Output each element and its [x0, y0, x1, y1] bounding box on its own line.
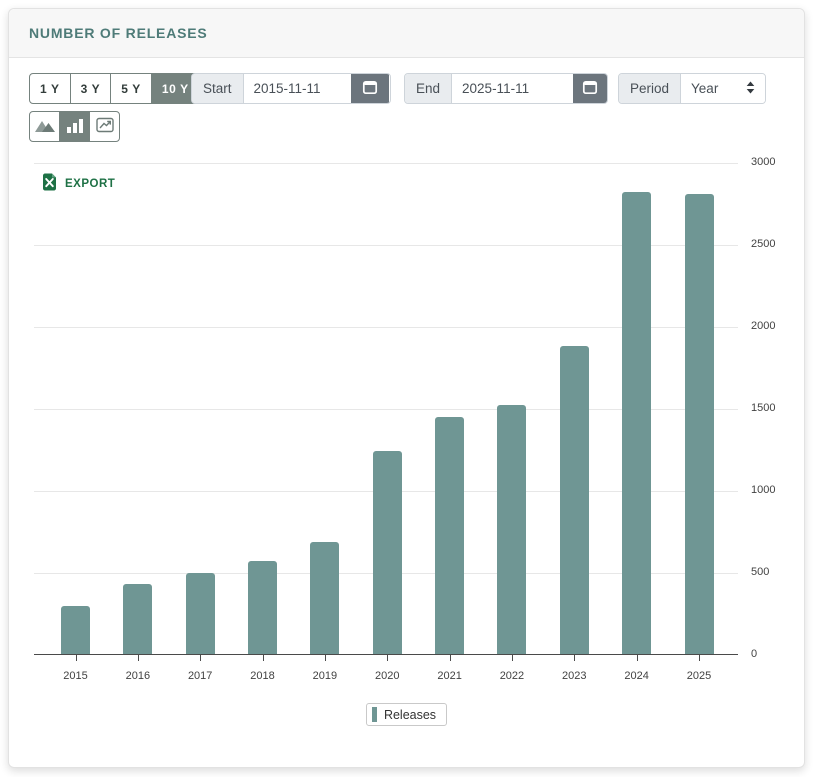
select-arrows-icon [746, 81, 755, 97]
y-tick-label: 2000 [751, 320, 776, 332]
panel-header: NUMBER OF RELEASES [9, 9, 804, 58]
bar-chart-button[interactable] [59, 111, 90, 142]
x-tick-label-2015: 2015 [63, 670, 88, 682]
x-tick [137, 655, 139, 661]
x-tick-label-2024: 2024 [624, 670, 649, 682]
line-chart-button[interactable] [89, 111, 120, 142]
x-tick-label-2016: 2016 [125, 670, 151, 682]
range-button-5y[interactable]: 5 Y [110, 73, 152, 104]
x-tick-label-2018: 2018 [250, 670, 275, 682]
x-tick-label-2021: 2021 [437, 670, 462, 682]
excel-icon [41, 173, 58, 194]
x-tick [574, 655, 576, 661]
bar-2025 [684, 194, 714, 654]
bar-2016 [123, 584, 153, 654]
bar-2019 [310, 542, 340, 654]
area-chart-icon [34, 118, 56, 136]
y-tick-label: 2500 [751, 238, 776, 250]
gridline-2500 [34, 245, 738, 246]
start-calendar-button[interactable] [350, 74, 389, 103]
x-tick [75, 655, 77, 661]
x-tick [636, 655, 638, 661]
range-button-1y[interactable]: 1 Y [29, 73, 71, 104]
x-tick-label-2025: 2025 [686, 670, 712, 682]
period-group: Period Year [618, 73, 766, 104]
legend-marker-icon [371, 707, 377, 722]
end-date-label: End [405, 74, 453, 103]
y-tick-label: 3000 [751, 156, 776, 168]
legend-label: Releases [383, 707, 437, 722]
range-button-3y[interactable]: 3 Y [69, 73, 112, 104]
bar-2021 [435, 417, 465, 654]
x-tick [511, 655, 513, 661]
bar-2023 [559, 346, 589, 654]
x-tick [699, 655, 700, 661]
chart-type-group [29, 111, 120, 142]
x-tick-label-2017: 2017 [187, 670, 213, 682]
calendar-icon [362, 79, 378, 98]
x-tick [262, 655, 264, 661]
end-date-input[interactable] [452, 74, 574, 103]
start-date-input[interactable] [243, 74, 351, 103]
x-tick [387, 655, 389, 661]
bar-2018 [248, 561, 278, 654]
x-tick [449, 655, 451, 661]
gridline-2000 [34, 327, 738, 328]
export-label: EXPORT [65, 177, 116, 190]
x-tick-label-2022: 2022 [499, 670, 525, 682]
start-date-label: Start [192, 74, 244, 103]
y-tick-label: 1000 [751, 484, 776, 496]
chart-plot-area [34, 163, 738, 661]
y-tick-label: 0 [751, 648, 758, 660]
x-tick-label-2023: 2023 [562, 670, 587, 682]
page-title: NUMBER OF RELEASES [29, 25, 208, 41]
legend-row: Releases [9, 703, 804, 726]
y-tick-label: 1500 [751, 402, 776, 414]
start-date-group: Start [191, 73, 391, 104]
y-tick-label: 500 [751, 566, 770, 578]
gridline-3000 [34, 163, 738, 164]
range-button-group: 1 Y 3 Y 5 Y 10 Y [29, 73, 200, 104]
bar-2024 [622, 192, 652, 654]
bar-2015 [61, 606, 90, 654]
gridline-1500 [34, 409, 738, 410]
x-tick-label-2019: 2019 [312, 670, 338, 682]
releases-panel: NUMBER OF RELEASES 1 Y 3 Y 5 Y 10 Y Star… [8, 8, 805, 768]
line-chart-icon [95, 117, 114, 136]
bar-2020 [372, 451, 402, 654]
bar-2017 [185, 573, 215, 654]
bar-chart-icon [66, 118, 84, 136]
end-date-group: End [404, 73, 608, 104]
period-select[interactable]: Year [681, 74, 765, 103]
calendar-icon [582, 79, 598, 98]
area-chart-button[interactable] [29, 111, 60, 142]
x-tick-label-2020: 2020 [375, 670, 400, 682]
period-selected-value: Year [691, 81, 719, 96]
export-button[interactable]: EXPORT [41, 173, 115, 194]
x-tick [324, 655, 326, 661]
legend-releases[interactable]: Releases [365, 703, 448, 726]
period-label: Period [619, 74, 682, 103]
bar-2022 [497, 405, 527, 654]
x-tick [200, 655, 202, 661]
end-calendar-button[interactable] [573, 74, 607, 103]
